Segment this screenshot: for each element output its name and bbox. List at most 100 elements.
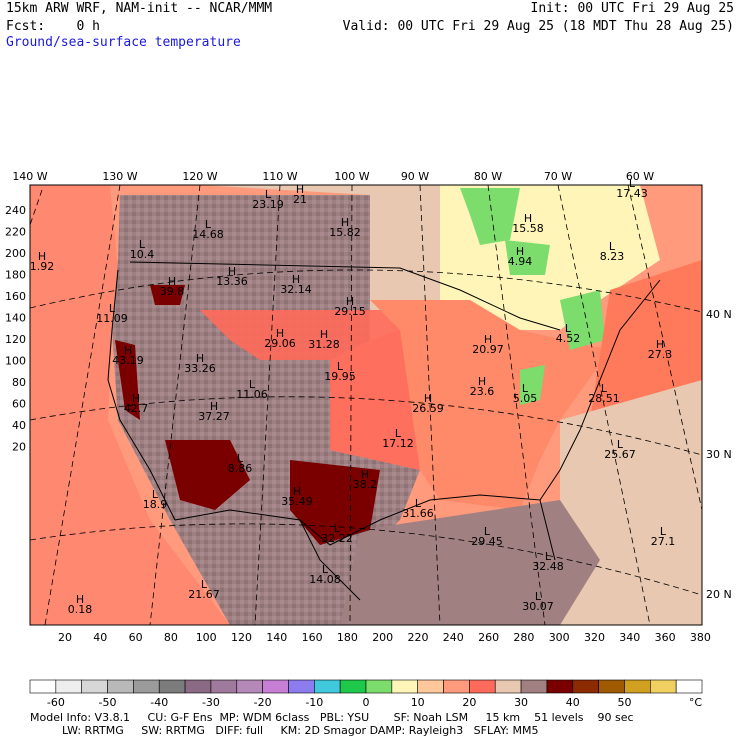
extremum-value: 31.28 — [308, 338, 340, 351]
colorbar-label: -20 — [254, 696, 272, 709]
extremum-value: 23.6 — [470, 385, 495, 398]
colorbar-swatch — [494, 679, 522, 694]
x-tick-label: 120 — [231, 631, 252, 644]
lon-label: 110 W — [262, 170, 297, 183]
colorbar-swatch — [365, 679, 393, 694]
x-tick-label: 320 — [584, 631, 605, 644]
valid-time: Valid: 00 UTC Fri 29 Aug 25 (18 MDT Thu … — [342, 19, 734, 34]
extremum-marker: L — [109, 302, 116, 315]
y-tick-label: 60 — [12, 398, 26, 411]
lon-label: 130 W — [102, 170, 137, 183]
extremum-marker: L — [337, 360, 344, 373]
colorbar-swatch — [598, 679, 625, 694]
extremum-value: 8.23 — [600, 250, 625, 263]
colorbar-label: 50 — [617, 696, 631, 709]
colorbar-swatch — [236, 679, 263, 694]
lon-label: 60 W — [626, 170, 654, 183]
colorbar-swatch — [133, 679, 160, 694]
x-tick-label: 300 — [549, 631, 570, 644]
extremum-value: 25.67 — [604, 448, 636, 461]
colorbar-swatch — [107, 679, 134, 694]
extremum-value: 21 — [293, 193, 307, 206]
extremum-value: 33.26 — [184, 362, 216, 375]
extremum-value: 30.07 — [522, 600, 554, 613]
extremum-value: 11.09 — [96, 312, 128, 325]
model-title: 15km ARW WRF, NAM-init -- NCAR/MMM — [6, 1, 273, 16]
extremum-value: 19.95 — [324, 370, 356, 383]
extremum-value: 31.66 — [402, 507, 434, 520]
extremum-value: 17.12 — [382, 437, 414, 450]
extremum-marker: H — [341, 216, 349, 229]
lat-label: 20 N — [706, 588, 732, 601]
colorbar-label: 20 — [462, 696, 476, 709]
extremum-value: 37.27 — [198, 410, 230, 423]
extremum-marker: L — [415, 497, 422, 510]
colorbar-label: 10 — [411, 696, 425, 709]
extremum-value: 29.45 — [471, 535, 503, 548]
extremum-value: 27.1 — [651, 535, 676, 548]
extremum-marker: H — [656, 338, 664, 351]
extremum-marker: H — [478, 375, 486, 388]
extremum-value: 14.68 — [192, 228, 224, 241]
colorbar-swatch — [184, 679, 212, 694]
model-info-line1: Model Info: V3.8.1 CU: G-F Ens MP: WDM 6… — [30, 711, 634, 724]
extremum-marker: H — [361, 468, 369, 481]
colorbar-swatch — [417, 679, 444, 694]
lon-label: 140 W — [12, 170, 47, 183]
colorbar-swatch — [469, 679, 496, 694]
extremum-marker: L — [395, 427, 402, 440]
colorbar-swatch — [339, 679, 367, 694]
extremum-value: 4.52 — [556, 332, 581, 345]
extremum-marker: L — [617, 438, 624, 451]
extremum-value: 28.51 — [588, 392, 620, 405]
extremum-marker: H — [124, 344, 132, 357]
y-tick-label: 80 — [12, 376, 26, 389]
extremum-marker: L — [249, 378, 256, 391]
extremum-marker: L — [201, 578, 208, 591]
extremum-marker: L — [139, 238, 146, 251]
colorbar-label: -50 — [99, 696, 117, 709]
colorbar-swatch — [314, 679, 341, 694]
map-frame — [29, 184, 703, 626]
lon-label: 100 W — [334, 170, 369, 183]
extremum-marker: L — [629, 177, 636, 190]
colorbar-swatch — [443, 679, 470, 694]
extremum-marker: H — [228, 265, 236, 278]
extremum-value: 29.06 — [264, 337, 296, 350]
colorbar-swatch — [29, 679, 57, 694]
extremum-value: 27.3 — [648, 348, 673, 361]
colorbar-label: 30 — [514, 696, 528, 709]
colorbar-swatch — [288, 679, 315, 694]
x-tick-label: 100 — [196, 631, 217, 644]
extremum-value: 14.08 — [309, 573, 341, 586]
extremum-marker: L — [545, 550, 552, 563]
x-tick-label: 360 — [655, 631, 676, 644]
y-tick-label: 160 — [5, 290, 26, 303]
x-tick-label: 340 — [619, 631, 640, 644]
y-tick-label: 140 — [5, 312, 26, 325]
colorbar-swatch — [158, 679, 186, 694]
lon-label: 90 W — [401, 170, 429, 183]
colorbar-unit: °C — [689, 696, 703, 709]
extremum-value: 35.49 — [281, 495, 313, 508]
extremum-marker: L — [205, 218, 212, 231]
colorbar-label: -40 — [150, 696, 168, 709]
colorbar-swatch — [546, 679, 574, 694]
extremum-value: 18.9 — [143, 498, 168, 511]
colorbar-label: -30 — [202, 696, 220, 709]
x-tick-label: 180 — [337, 631, 358, 644]
extremum-marker: L — [535, 590, 542, 603]
extremum-marker: H — [346, 295, 354, 308]
y-tick-label: 120 — [5, 333, 26, 346]
colorbar-swatch — [650, 679, 677, 694]
colorbar-swatch — [624, 679, 651, 694]
extremum-value: 38.2 — [353, 478, 378, 491]
y-axis-ticks: 240 220 200 180 160 140 120 100 80 60 40 20 — [5, 204, 26, 454]
extremum-marker: L — [237, 452, 244, 465]
colorbar-label: 40 — [566, 696, 580, 709]
lat-label: 40 N — [706, 308, 732, 321]
extremum-value: 20.97 — [472, 343, 504, 356]
x-tick-label: 40 — [93, 631, 107, 644]
